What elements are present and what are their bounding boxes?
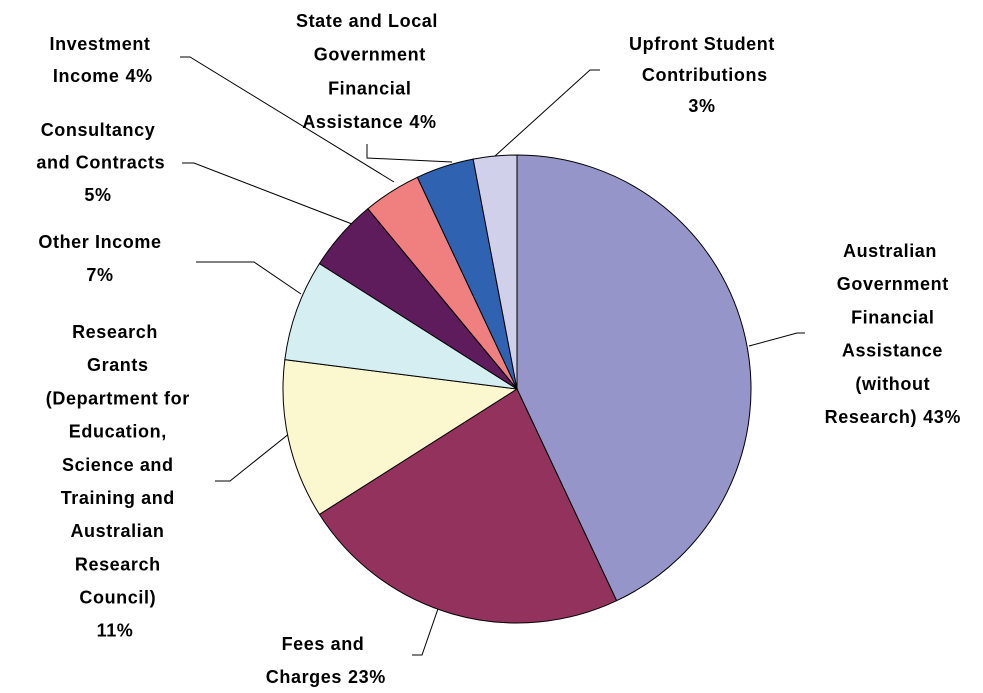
label-line: Research: [69, 554, 160, 574]
label-line: Consultancy: [41, 120, 156, 140]
slice-label: Upfront Student Contributions: [629, 34, 775, 85]
leader-line: [215, 424, 301, 482]
slice-label: Consultancy and Contracts: [31, 120, 165, 173]
pie-slice: [282, 359, 519, 516]
leader-line: [182, 162, 353, 225]
label-line: Assistance: [297, 112, 403, 132]
label-line: Government: [831, 274, 949, 294]
label-line: Science and: [56, 455, 173, 475]
leader-line: [366, 144, 453, 163]
pie-slice: [318, 388, 618, 624]
leader-line: [494, 69, 600, 157]
label-line: Assistance: [837, 340, 943, 360]
label-line: Research: [72, 322, 158, 342]
leader-line: [180, 56, 395, 183]
label-line: Training and: [55, 488, 175, 508]
label-line: (without: [850, 374, 930, 394]
label-line: Grants: [81, 355, 148, 375]
label-line: Financial: [322, 78, 411, 98]
label-line: Income: [47, 66, 119, 86]
label-line: Fees and: [282, 634, 365, 654]
label-line: Financial: [845, 307, 934, 327]
value-label: 4%: [126, 66, 153, 86]
slice-label: Investment Income: [47, 34, 150, 86]
label-line: State and Local: [296, 11, 438, 31]
leader-line: [412, 602, 441, 656]
value-label: 7%: [86, 265, 113, 285]
pie-slice: [284, 262, 518, 390]
label-line: Education,: [63, 421, 167, 441]
label-line: Other Income: [38, 232, 161, 252]
value-label: 43%: [923, 407, 961, 427]
slice-label: Other Income: [38, 232, 161, 252]
pie-slice: [516, 154, 752, 602]
slice-label: Research Grants (Department for Educatio…: [40, 322, 190, 608]
label-line: Investment: [49, 34, 150, 54]
label-line: (Department for: [40, 388, 190, 408]
label-line: Charges: [260, 667, 342, 687]
label-line: Research): [819, 407, 917, 427]
slice-label: Fees and Charges: [260, 634, 364, 687]
label-line: Australian: [66, 521, 165, 541]
slice-label: Australian Government Financial Assistan…: [819, 241, 949, 427]
pie-slice: [472, 154, 518, 390]
label-line: Government: [308, 44, 426, 64]
leader-lines: [180, 56, 805, 656]
value-label: 3%: [688, 96, 715, 116]
leader-line: [196, 261, 302, 295]
label-line: Council): [74, 587, 156, 607]
label-line: Australian: [843, 241, 937, 261]
slice-label: State and Local Government Financial Ass…: [296, 11, 438, 132]
value-label: 4%: [409, 112, 436, 132]
value-label: 23%: [348, 667, 386, 687]
label-line: Contributions: [636, 65, 767, 85]
value-label: 11%: [97, 621, 134, 641]
value-label: 5%: [84, 185, 111, 205]
leader-line: [748, 332, 805, 347]
label-line: and Contracts: [31, 152, 165, 172]
label-line: Upfront Student: [629, 34, 775, 54]
